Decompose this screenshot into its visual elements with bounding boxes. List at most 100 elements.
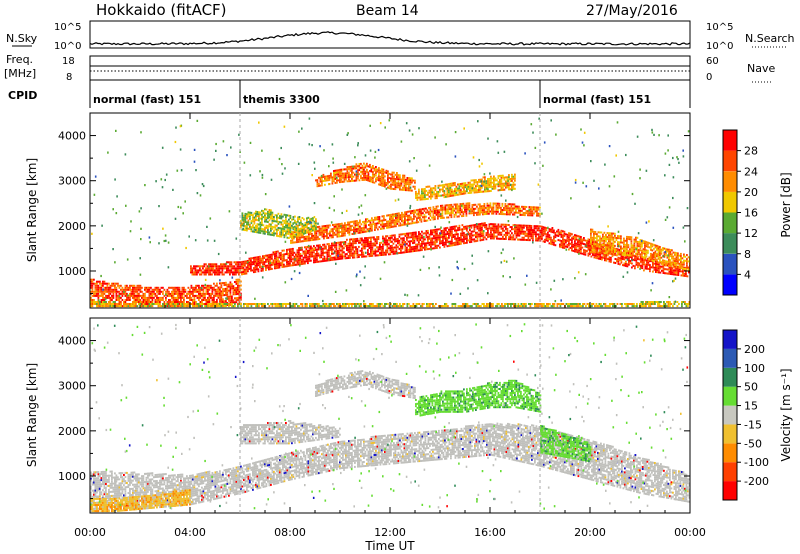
scatter-cell — [439, 184, 441, 187]
scatter-cell — [566, 237, 569, 240]
scatter-cell — [225, 283, 227, 286]
scatter-cell — [271, 234, 274, 236]
scatter-cell — [473, 210, 475, 212]
scatter-cell — [535, 239, 537, 242]
scatter-cell — [470, 210, 472, 213]
scatter-cell — [392, 250, 395, 253]
scatter-cell — [156, 294, 158, 297]
scatter-cell — [285, 234, 287, 237]
scatter-cell — [405, 223, 408, 226]
scatter-cell — [312, 236, 315, 239]
scatter-cell — [257, 264, 260, 267]
scatter-cell — [139, 299, 142, 301]
scatter-cell — [297, 238, 300, 241]
scatter-cell — [295, 231, 298, 234]
scatter-cell — [340, 178, 343, 181]
scatter-cell — [476, 191, 479, 194]
scatter-cell — [301, 223, 304, 225]
scatter-cell — [226, 293, 229, 296]
scatter-cell — [399, 224, 402, 227]
scatter-cell — [635, 263, 638, 266]
scatter-cell — [229, 299, 232, 302]
scatter-cell — [404, 232, 407, 235]
scatter-cell — [292, 252, 294, 254]
scatter-cell — [632, 264, 635, 267]
scatter-cell — [414, 179, 416, 182]
scatter-cell — [482, 236, 485, 239]
scatter-cell — [345, 172, 347, 175]
scatter-cell — [205, 290, 208, 293]
scatter-cell — [389, 253, 392, 256]
scatter-cell — [276, 234, 278, 237]
scatter-cell — [463, 234, 465, 237]
scatter-cell — [118, 299, 121, 301]
scatter-cell — [476, 181, 479, 183]
scatter-cell — [447, 210, 450, 213]
scatter-cell — [138, 299, 140, 301]
scatter-cell — [484, 222, 486, 225]
scatter-cell — [96, 288, 98, 291]
scatter-cell — [553, 241, 555, 244]
scatter-cell — [213, 286, 215, 289]
scatter-cell — [285, 226, 287, 229]
scatter-cell — [410, 236, 413, 239]
scatter-cell — [254, 268, 257, 271]
scatter-cell — [521, 209, 523, 212]
scatter-cell — [329, 257, 332, 260]
scatter-cell — [461, 230, 464, 233]
scatter-cell — [237, 299, 239, 301]
scatter-cell — [99, 286, 101, 289]
scatter-cell — [235, 278, 238, 281]
scatter-cell — [184, 288, 187, 291]
scatter-cell — [286, 228, 289, 231]
scatter-cell — [625, 264, 627, 267]
scatter-cell — [249, 225, 251, 228]
scatter-cell — [419, 208, 421, 211]
scatter-cell — [232, 293, 235, 296]
scatter-cell — [355, 179, 358, 182]
scatter-cell — [507, 207, 510, 210]
scatter-cell — [430, 187, 432, 190]
scatter-cell — [336, 229, 339, 232]
scatter-cell — [195, 284, 197, 287]
scatter-cell — [459, 205, 462, 208]
scatter-cell — [154, 299, 157, 301]
scatter-cell — [223, 294, 226, 297]
scatter-cell — [129, 292, 131, 295]
scatter-cell — [473, 214, 475, 217]
scatter-cell — [418, 192, 420, 195]
scatter-cell — [634, 259, 636, 262]
scatter-cell — [535, 233, 537, 236]
scatter-cell — [306, 221, 308, 224]
scatter-cell — [217, 273, 219, 276]
scatter-cell — [256, 219, 259, 222]
scatter-cell — [304, 260, 306, 263]
scatter-cell — [410, 232, 413, 235]
scatter-cell — [553, 229, 555, 232]
scatter-cell — [455, 241, 458, 244]
scatter-cell — [229, 283, 232, 286]
scatter-cell — [473, 230, 476, 233]
scatter-cell — [465, 212, 468, 215]
scatter-cell — [492, 210, 495, 213]
scatter-cell — [252, 216, 254, 219]
scatter-cell — [598, 257, 600, 260]
scatter-cell — [390, 177, 392, 180]
scatter-cell — [406, 181, 409, 184]
scatter-cell — [599, 235, 601, 238]
scatter-cell — [510, 205, 513, 208]
scatter-cell — [498, 212, 501, 215]
scatter-cell — [428, 185, 431, 188]
scatter-cell — [314, 253, 317, 255]
scatter-cell — [523, 238, 525, 241]
scatter-cell — [246, 227, 248, 230]
scatter-cell — [253, 256, 255, 259]
scatter-cell — [554, 240, 557, 243]
scatter-cell — [479, 227, 482, 230]
scatter-cell — [344, 234, 346, 237]
scatter-cell — [370, 255, 372, 257]
scatter-cell — [536, 239, 539, 242]
scatter-cell — [414, 187, 416, 190]
scatter-cell — [441, 216, 444, 219]
scatter-cell — [169, 299, 172, 301]
